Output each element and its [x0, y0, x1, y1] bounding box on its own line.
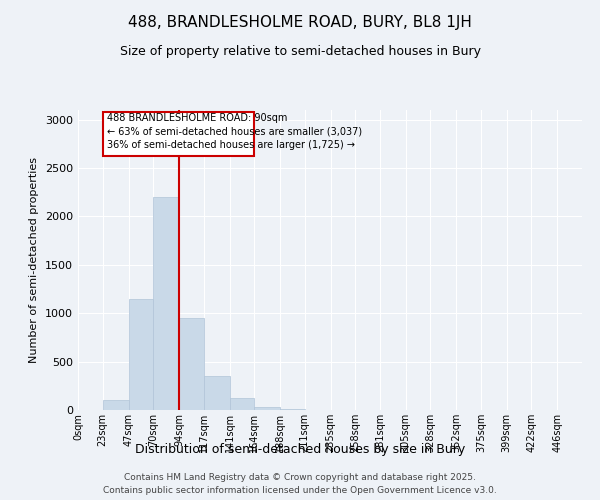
- Bar: [280, 409, 305, 410]
- Y-axis label: Number of semi-detached properties: Number of semi-detached properties: [29, 157, 40, 363]
- Text: 36% of semi-detached houses are larger (1,725) →: 36% of semi-detached houses are larger (…: [107, 140, 355, 149]
- Text: Size of property relative to semi-detached houses in Bury: Size of property relative to semi-detach…: [119, 45, 481, 58]
- Bar: [103, 400, 128, 410]
- Text: 488 BRANDLESHOLME ROAD: 90sqm: 488 BRANDLESHOLME ROAD: 90sqm: [107, 112, 287, 122]
- Text: Distribution of semi-detached houses by size in Bury: Distribution of semi-detached houses by …: [135, 442, 465, 456]
- Bar: [103, 112, 254, 156]
- Bar: [179, 318, 204, 410]
- Bar: [153, 197, 179, 410]
- Text: ← 63% of semi-detached houses are smaller (3,037): ← 63% of semi-detached houses are smalle…: [107, 126, 362, 136]
- Text: 488, BRANDLESHOLME ROAD, BURY, BL8 1JH: 488, BRANDLESHOLME ROAD, BURY, BL8 1JH: [128, 15, 472, 30]
- Bar: [204, 376, 230, 410]
- Bar: [230, 398, 254, 410]
- Bar: [128, 298, 153, 410]
- Bar: [254, 407, 280, 410]
- Text: Contains public sector information licensed under the Open Government Licence v3: Contains public sector information licen…: [103, 486, 497, 495]
- Text: Contains HM Land Registry data © Crown copyright and database right 2025.: Contains HM Land Registry data © Crown c…: [124, 474, 476, 482]
